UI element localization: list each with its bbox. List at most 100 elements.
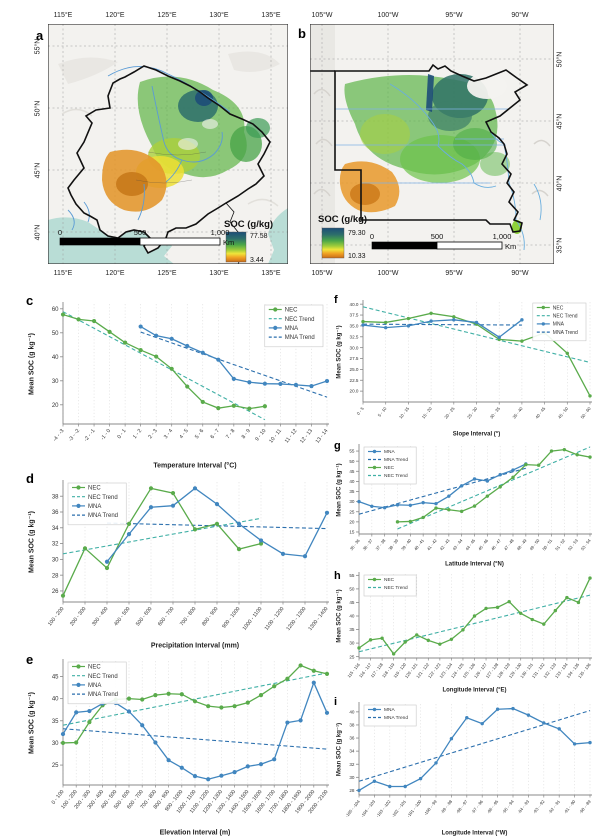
svg-text:2 - 3: 2 - 3 (147, 428, 158, 440)
svg-text:15: 15 (349, 530, 355, 535)
svg-text:32: 32 (52, 542, 59, 548)
svg-text:32: 32 (349, 762, 355, 767)
svg-text:-3 - -2: -3 - -2 (68, 428, 81, 443)
svg-text:0: 0 (58, 228, 62, 237)
svg-text:Slope Interval (°): Slope Interval (°) (453, 432, 500, 438)
lat-tick-label: 50°N (556, 51, 564, 68)
svg-text:135 - 136: 135 - 136 (577, 662, 592, 680)
svg-text:22.5: 22.5 (350, 378, 359, 383)
svg-text:34: 34 (52, 526, 59, 532)
svg-text:30: 30 (349, 775, 355, 780)
lat-tick-label: 45°N (556, 113, 564, 130)
svg-text:0 - 5: 0 - 5 (356, 406, 366, 416)
svg-text:25: 25 (349, 654, 355, 659)
svg-text:35: 35 (349, 489, 355, 494)
svg-text:NEC Trend: NEC Trend (88, 674, 118, 680)
svg-text:h: h (334, 570, 341, 582)
svg-text:-93 - -92: -93 - -92 (532, 799, 546, 815)
svg-text:32.5: 32.5 (350, 334, 359, 339)
svg-text:-90 - -89: -90 - -89 (578, 799, 592, 815)
svg-text:MNA Trend: MNA Trend (384, 715, 408, 721)
svg-text:i: i (334, 696, 337, 708)
svg-text:-95 - -94: -95 - -94 (501, 799, 515, 815)
svg-text:MNA: MNA (384, 707, 395, 713)
svg-text:50 - 51: 50 - 51 (541, 538, 553, 552)
svg-text:MNA Trend: MNA Trend (384, 457, 408, 463)
map-a-svg: SOC (g/kg) 77.58 3.44 0 500 1,000 Km (48, 24, 288, 264)
svg-text:47 - 48: 47 - 48 (503, 538, 515, 552)
lon-tick-label: 100°W (377, 270, 399, 277)
svg-text:5 - 6: 5 - 6 (194, 428, 205, 440)
svg-text:5 - 10: 5 - 10 (377, 406, 388, 418)
svg-text:MNA: MNA (88, 504, 101, 510)
region-boundary (67, 65, 271, 255)
svg-text:37.5: 37.5 (350, 313, 359, 318)
svg-text:77.58: 77.58 (250, 233, 268, 240)
map-panel-a: a 115°E 120°E 125°E 130°E 135°E 115°E 12… (30, 10, 298, 292)
svg-text:-4 - -3: -4 - -3 (52, 428, 65, 443)
lat-tick-label: 35°N (556, 237, 564, 254)
svg-text:-2 - -1: -2 - -1 (83, 428, 96, 443)
svg-text:10 - 15: 10 - 15 (398, 406, 411, 420)
svg-text:40: 40 (349, 614, 355, 619)
soc-raster (102, 76, 270, 212)
svg-text:3.44: 3.44 (250, 257, 264, 264)
lon-tick-label: 90°W (511, 270, 529, 277)
lon-tick-label: 100°W (377, 12, 399, 19)
svg-text:Mean SOC (g kg⁻¹): Mean SOC (g kg⁻¹) (336, 723, 343, 776)
svg-text:36 - 37: 36 - 37 (362, 538, 374, 552)
svg-text:40: 40 (52, 697, 59, 703)
lon-tick-label: 105°W (311, 12, 333, 19)
svg-text:50: 50 (349, 587, 355, 592)
scale-bar: 0 500 1,000 Km (370, 232, 516, 251)
svg-text:-92 - -91: -92 - -91 (547, 799, 561, 815)
svg-text:20: 20 (349, 519, 355, 524)
svg-text:300 - 400: 300 - 400 (91, 606, 110, 627)
svg-text:26: 26 (52, 589, 59, 595)
svg-text:1,000: 1,000 (493, 232, 512, 241)
lon-tick-label: 95°W (445, 12, 463, 19)
svg-text:27.5: 27.5 (350, 356, 359, 361)
svg-text:50: 50 (349, 459, 355, 464)
svg-text:1200 - 1300: 1200 - 1300 (285, 606, 307, 632)
svg-text:25: 25 (349, 509, 355, 514)
svg-text:35.0: 35.0 (350, 324, 359, 329)
svg-text:30: 30 (52, 557, 59, 563)
svg-text:NEC: NEC (384, 577, 395, 583)
svg-text:45: 45 (349, 600, 355, 605)
svg-text:Precipitation Interval (mm): Precipitation Interval (mm) (151, 643, 239, 650)
svg-text:Km: Km (223, 238, 234, 247)
svg-text:42 - 43: 42 - 43 (439, 538, 451, 552)
svg-text:13 - 14: 13 - 14 (315, 428, 330, 445)
map-b-svg: SOC (g/kg) 79.30 10.33 0 500 1,000 Km (310, 24, 554, 264)
svg-text:53 - 54: 53 - 54 (580, 538, 592, 552)
svg-text:35 - 36: 35 - 36 (349, 538, 361, 552)
lon-tick-label: 115°E (53, 12, 73, 19)
svg-text:30: 30 (349, 499, 355, 504)
soc-raster (339, 73, 522, 234)
lon-tick-label: 120°E (105, 12, 125, 19)
chart-precipitation: 26 28 30 32 34 36 38 100 - 200 200 - 300 300 - 40… (25, 470, 335, 655)
svg-text:1,000: 1,000 (211, 228, 230, 237)
svg-text:MNA: MNA (88, 683, 101, 689)
lat-tick-label: 55°N (34, 38, 42, 55)
svg-text:44 - 45: 44 - 45 (464, 538, 476, 552)
svg-text:-94 - -93: -94 - -93 (517, 799, 531, 815)
svg-text:50: 50 (52, 331, 59, 337)
svg-text:52 - 53: 52 - 53 (567, 538, 579, 552)
svg-text:MNA Trend: MNA Trend (553, 330, 578, 336)
svg-text:500 - 600: 500 - 600 (135, 606, 154, 627)
svg-text:20: 20 (52, 403, 59, 409)
svg-text:35: 35 (349, 627, 355, 632)
svg-text:NEC Trend: NEC Trend (384, 585, 408, 591)
svg-text:-97 - -96: -97 - -96 (470, 799, 484, 815)
svg-text:55: 55 (349, 449, 355, 454)
graticule (48, 24, 288, 264)
chart-latitude: 15 20 25 30 35 40 45 50 55 35 - 36 36 - 37 37 - 38 3… (333, 438, 597, 573)
svg-text:15 - 20: 15 - 20 (421, 406, 434, 420)
svg-text:10.33: 10.33 (348, 253, 366, 260)
svg-text:Latitude Interval (°N): Latitude Interval (°N) (445, 562, 504, 568)
svg-text:Km: Km (505, 242, 516, 251)
svg-text:NEC Trend: NEC Trend (384, 473, 408, 479)
